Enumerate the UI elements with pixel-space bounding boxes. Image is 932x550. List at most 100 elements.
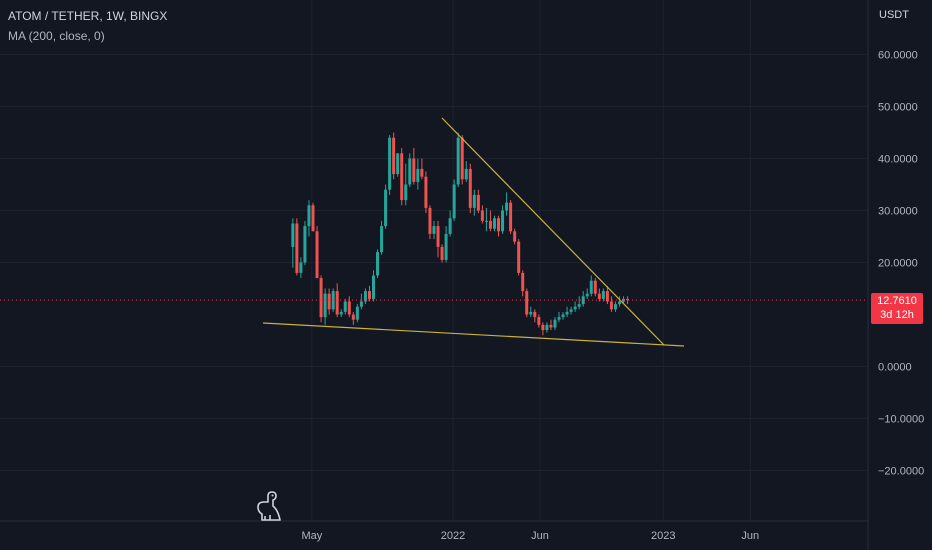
time-axis-labels[interactable]: May 2022 Jun 2023 Jun bbox=[301, 530, 759, 542]
candle bbox=[444, 226, 448, 263]
candle bbox=[484, 207, 488, 232]
candle-body bbox=[440, 246, 444, 260]
price-tick-label: −10.0000 bbox=[878, 414, 924, 426]
candle-body bbox=[484, 220, 488, 222]
candle bbox=[565, 306, 569, 318]
candle-body bbox=[541, 324, 545, 331]
candle-body bbox=[384, 189, 388, 227]
candle-body bbox=[513, 231, 517, 242]
indicator-legend[interactable]: MA (200, close, 0) bbox=[8, 29, 105, 43]
candle bbox=[448, 210, 452, 237]
candle-body bbox=[436, 226, 440, 247]
candle bbox=[420, 158, 424, 180]
candle-body bbox=[597, 293, 601, 299]
candle-body bbox=[343, 301, 347, 312]
candle-body bbox=[319, 278, 323, 318]
candle-body bbox=[376, 252, 380, 276]
tradingview-dino-icon[interactable] bbox=[254, 490, 284, 522]
candle-body bbox=[335, 291, 339, 315]
grid-lines bbox=[0, 0, 868, 521]
candle-body bbox=[424, 176, 428, 208]
candle-body bbox=[380, 226, 384, 253]
candle bbox=[347, 296, 351, 318]
candle bbox=[335, 283, 339, 318]
candle-body bbox=[525, 291, 529, 315]
candle bbox=[545, 322, 549, 333]
candle-body bbox=[497, 218, 501, 232]
price-axis-labels[interactable]: 60.0000 50.0000 40.0000 30.0000 20.0000 0.000… bbox=[878, 50, 924, 478]
candlesticks bbox=[291, 132, 630, 336]
candle-body bbox=[618, 301, 622, 305]
candle bbox=[549, 319, 553, 331]
candle bbox=[408, 153, 412, 188]
candle-body bbox=[585, 293, 589, 297]
candle bbox=[388, 135, 392, 195]
candle-body bbox=[581, 296, 585, 305]
candle bbox=[303, 220, 307, 266]
candle-body bbox=[476, 194, 480, 211]
candle-body bbox=[501, 210, 505, 232]
candle-body bbox=[367, 291, 371, 299]
candle-body bbox=[323, 293, 327, 318]
candle-body bbox=[517, 241, 521, 273]
candle-body bbox=[593, 280, 597, 294]
time-tick-label: 2023 bbox=[651, 530, 675, 542]
candle bbox=[626, 296, 630, 305]
price-tick-label: 60.0000 bbox=[878, 50, 918, 62]
candle-body bbox=[480, 210, 484, 221]
time-tick-label: Jun bbox=[531, 530, 549, 542]
candle bbox=[343, 298, 347, 315]
upper-trendline[interactable] bbox=[441, 117, 665, 346]
candle-body bbox=[331, 291, 335, 310]
candle-body bbox=[557, 317, 561, 320]
candle bbox=[315, 226, 319, 279]
candle-body bbox=[613, 304, 617, 310]
candle bbox=[492, 215, 496, 232]
candle bbox=[581, 291, 585, 307]
candle bbox=[464, 161, 468, 182]
candle-body bbox=[412, 158, 416, 182]
candle bbox=[601, 288, 605, 302]
candle-body bbox=[307, 205, 311, 227]
symbol-title[interactable]: ATOM / TETHER, 1W, BINGX bbox=[8, 9, 168, 23]
candle bbox=[291, 218, 295, 268]
candle bbox=[339, 309, 343, 318]
candle-body bbox=[549, 324, 553, 328]
candle-body bbox=[573, 306, 577, 310]
candle bbox=[392, 132, 396, 180]
candle-body bbox=[299, 262, 303, 273]
candle bbox=[497, 215, 501, 237]
candle bbox=[525, 288, 529, 318]
candle bbox=[400, 148, 404, 206]
candle bbox=[573, 301, 577, 312]
candle bbox=[412, 148, 416, 185]
candle-body bbox=[448, 218, 452, 234]
candle-body bbox=[456, 137, 460, 185]
candle-body bbox=[400, 153, 404, 201]
candle bbox=[488, 210, 492, 232]
candle bbox=[404, 163, 408, 206]
candle-body bbox=[565, 311, 569, 315]
candle-body bbox=[291, 223, 295, 247]
price-tick-label: 50.0000 bbox=[878, 102, 918, 114]
price-tick-label: 40.0000 bbox=[878, 154, 918, 166]
candle bbox=[577, 296, 581, 310]
candle-body bbox=[351, 314, 355, 320]
candle bbox=[428, 205, 432, 240]
candle bbox=[472, 189, 476, 216]
candle bbox=[299, 257, 303, 279]
lower-trendline[interactable] bbox=[262, 322, 685, 347]
candle-body bbox=[396, 153, 400, 175]
candle-body bbox=[622, 298, 626, 302]
price-tick-label: 0.0000 bbox=[878, 362, 912, 374]
candle bbox=[384, 184, 388, 229]
price-tick-label: −20.0000 bbox=[878, 466, 924, 478]
candle bbox=[589, 275, 593, 297]
candle bbox=[553, 317, 557, 331]
candle bbox=[618, 296, 622, 307]
candle bbox=[371, 270, 375, 302]
candle-body bbox=[444, 233, 448, 260]
candle bbox=[396, 153, 400, 177]
